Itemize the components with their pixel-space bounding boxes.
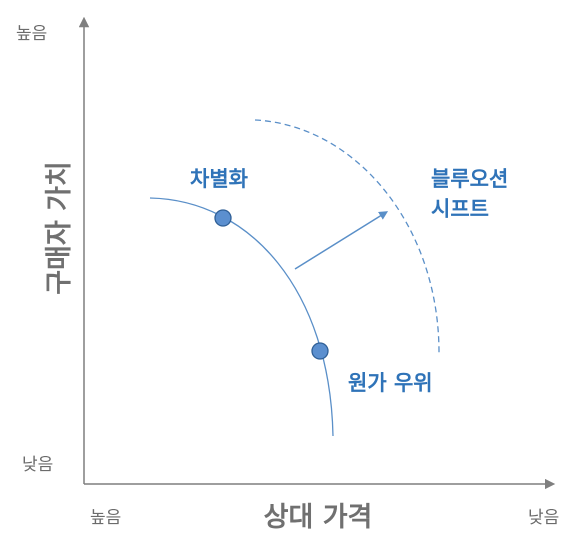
cost-advantage-marker — [311, 342, 329, 360]
differentiation-label: 차별화 — [190, 167, 249, 191]
blue-ocean-label-line1: 블루오션 — [431, 167, 508, 191]
blue-ocean-label-line2: 시프트 — [431, 197, 489, 221]
differentiation-marker — [214, 209, 232, 227]
y-axis-title: 구매자 가치 — [44, 161, 75, 295]
cost-advantage-label: 원가 우위 — [348, 371, 433, 395]
x-axis-title: 상대 가격 — [264, 502, 373, 533]
y-axis-top-label: 높음 — [16, 24, 47, 44]
x-axis-left-label: 높음 — [90, 508, 121, 528]
y-axis-bottom-label: 낮음 — [22, 455, 53, 475]
blue-ocean-curve — [254, 119, 440, 356]
value-curve — [149, 197, 334, 437]
x-axis-right-label: 낮음 — [528, 508, 559, 528]
shift-arrow — [294, 211, 389, 270]
